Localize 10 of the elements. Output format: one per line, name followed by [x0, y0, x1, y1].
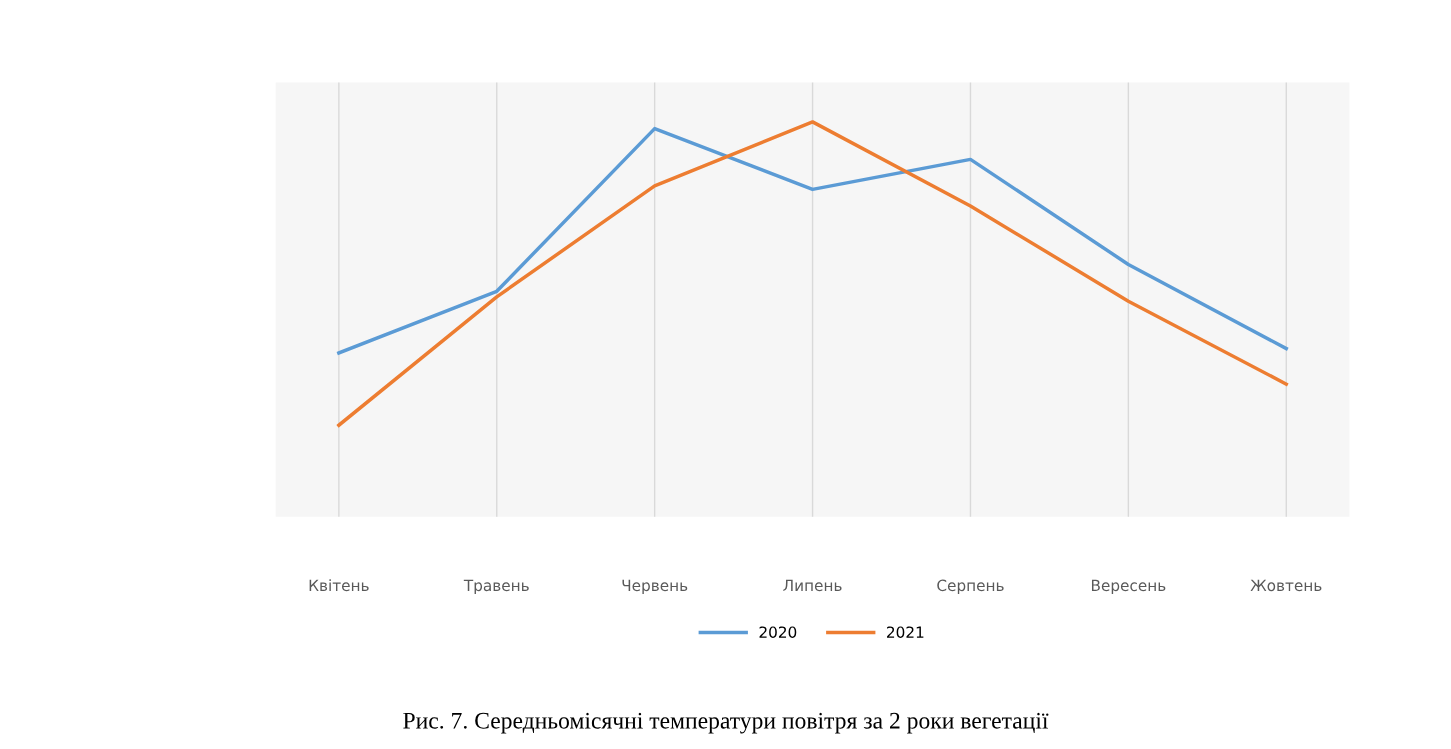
- x-tick-label: Квітень: [309, 579, 369, 592]
- legend-label: 2021: [887, 626, 924, 638]
- text: Рис. 7. Середньомісячні температури повітря за 2 роки вегетації: [403, 712, 1049, 734]
- x-tick-label: Травень: [463, 579, 529, 595]
- x-tick-label: Червень: [622, 579, 688, 595]
- legend-label: 2020: [759, 626, 797, 638]
- x-tick-label: Липень: [783, 579, 842, 592]
- x-tick-label: Вересень: [1091, 579, 1166, 595]
- x-tick-label: Серпень: [937, 579, 1004, 595]
- x-tick-label: Жовтень: [1250, 579, 1322, 592]
